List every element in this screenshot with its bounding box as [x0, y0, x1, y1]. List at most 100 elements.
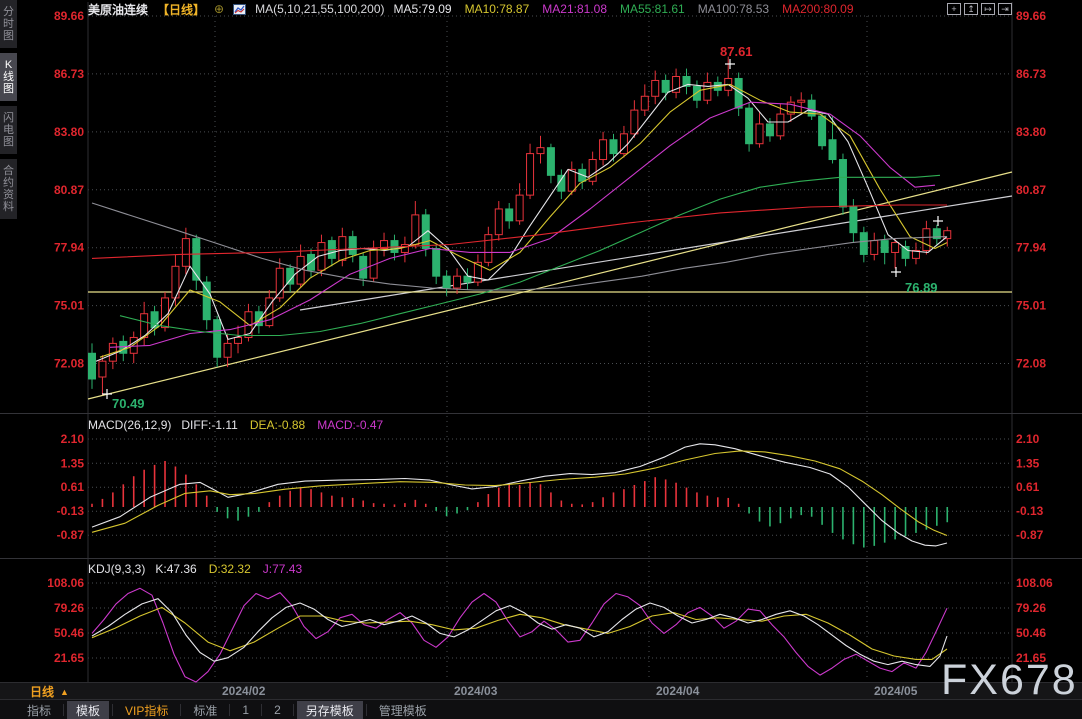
scale-vertical-icon[interactable]: ↥ — [964, 3, 978, 15]
toolbar-separator — [365, 704, 367, 716]
period-label: 【日线】 — [157, 2, 206, 17]
toolbar-item-2[interactable]: 2 — [274, 703, 281, 717]
ma-line-ma21 — [109, 101, 936, 348]
toolbar-item-管理模板[interactable]: 管理模板 — [378, 703, 427, 718]
svg-text:89.66: 89.66 — [54, 9, 84, 23]
indicator-value: MACD:-0.47 — [317, 417, 384, 432]
ma-line-ma55 — [119, 174, 941, 337]
svg-text:50.46: 50.46 — [54, 626, 84, 640]
indicator-value: J:77.43 — [262, 561, 303, 576]
toolbar-separator — [180, 704, 182, 716]
period-selector[interactable]: 日线 ▲ — [30, 684, 69, 699]
svg-text:89.66: 89.66 — [1016, 9, 1046, 23]
svg-text:86.73: 86.73 — [54, 67, 84, 81]
svg-text:50.46: 50.46 — [1016, 626, 1046, 640]
svg-text:0.61: 0.61 — [1016, 480, 1040, 494]
svg-text:79.26: 79.26 — [54, 601, 84, 615]
pan-right-icon[interactable]: ⇥ — [998, 3, 1012, 15]
toolbar-item-标准[interactable]: 标准 — [193, 703, 218, 718]
sidebar-tab-闪电图[interactable]: 闪电图 — [0, 106, 17, 154]
watermark: FX678 — [941, 656, 1078, 704]
chart-header: 美原油连续 【日线】 ⊕ MA(5,10,21,55,100,200) MA5:… — [88, 1, 855, 17]
kdj-axis-labels: 108.06 108.06 79.26 79.26 50.46 50.46 21.65 21.… — [47, 576, 1053, 665]
rising-trendline-white — [299, 195, 1013, 311]
indicator-value: DIFF:-1.11 — [181, 417, 238, 432]
ma-line-ma200 — [91, 204, 947, 259]
candles — [88, 56, 952, 395]
svg-text:75.01: 75.01 — [1016, 299, 1046, 313]
kdj-header: KDJ(9,3,3) K:47.36 D:32.32 J:77.43 — [88, 561, 302, 576]
move-icon[interactable]: + — [947, 3, 961, 15]
toolbar-separator — [112, 704, 114, 716]
svg-text:83.80: 83.80 — [54, 125, 84, 139]
svg-text:108.06: 108.06 — [1016, 576, 1053, 590]
macd-label: MACD(26,12,9) — [88, 417, 172, 432]
macd-header: MACD(26,12,9) DIFF:-1.11 DEA:-0.88 MACD:-0… — [88, 417, 383, 432]
svg-text:86.73: 86.73 — [1016, 67, 1046, 81]
kdj-j-line — [91, 587, 948, 683]
x-axis-row — [0, 682, 1082, 700]
ma-value: MA21:81.08 — [542, 2, 607, 16]
svg-text:80.87: 80.87 — [54, 183, 84, 197]
price-annotations: 87.61 76.89 70.49 — [102, 44, 943, 411]
toolbar-item-另存模板[interactable]: 另存模板 — [296, 700, 363, 719]
svg-text:80.87: 80.87 — [1016, 183, 1046, 197]
toolbar-separator — [292, 704, 294, 716]
sidebar-tab-分时图[interactable]: 分时图 — [0, 0, 17, 48]
ma-value: MA5:79.09 — [393, 2, 452, 16]
toolbar-item-1[interactable]: 1 — [242, 703, 250, 717]
indicator-value: DEA:-0.88 — [249, 417, 306, 432]
panel-frame — [0, 2, 1082, 682]
svg-text:79.26: 79.26 — [1016, 601, 1046, 615]
toolbar-item-模板[interactable]: 模板 — [67, 700, 110, 719]
svg-text:70.49: 70.49 — [112, 396, 145, 411]
indicator-value: D:32.32 — [208, 561, 251, 576]
x-axis-label: 2024/03 — [454, 684, 498, 698]
ma-value: MA55:81.61 — [620, 2, 685, 16]
svg-text:76.89: 76.89 — [905, 280, 938, 295]
x-axis-labels: 2024/02 2024/03 2024/04 2024/05 — [222, 684, 918, 698]
x-axis-label: 2024/04 — [656, 684, 700, 698]
svg-text:1.35: 1.35 — [1016, 456, 1040, 470]
ma-line-ma5 — [95, 83, 948, 362]
ma-line-ma10 — [99, 83, 948, 358]
toolbar-item-VIP指标[interactable]: VIP指标 — [125, 703, 169, 718]
svg-text:21.65: 21.65 — [1016, 651, 1046, 665]
kdj-label: KDJ(9,3,3) — [88, 561, 146, 576]
kdj-values: K:47.36 D:32.32 J:77.43 — [155, 562, 302, 576]
svg-text:77.94: 77.94 — [1016, 241, 1046, 255]
macd-values: DIFF:-1.11 DEA:-0.88 MACD:-0.47 — [181, 418, 383, 432]
svg-text:-0.87: -0.87 — [1016, 528, 1044, 542]
mini-chart-icon — [233, 3, 247, 15]
svg-text:87.61: 87.61 — [720, 44, 753, 59]
ma-line-ma100 — [91, 202, 948, 291]
kdj-k-line — [91, 598, 948, 667]
kdj-d-line — [91, 606, 948, 660]
scale-horizontal-icon[interactable]: ↦ — [981, 3, 995, 15]
sidebar-tab-合约资料[interactable]: 合约资料 — [0, 159, 17, 219]
toolbar-item-指标[interactable]: 指标 — [27, 703, 52, 718]
toolbar-separator — [261, 704, 263, 716]
price-axis-labels: 89.66 89.66 86.73 86.73 83.80 83.80 80.87 80.87… — [54, 9, 1046, 371]
svg-text:2.10: 2.10 — [1016, 432, 1040, 446]
period-selector-label: 日线 — [30, 685, 55, 699]
bottom-toolbar: 指标 模板 VIP指标 标准 1 2 另存模板 管理模板 — [18, 700, 436, 719]
svg-text:-0.13: -0.13 — [1016, 504, 1044, 518]
ma-value: MA100:78.53 — [697, 2, 770, 16]
kdj-lines — [91, 587, 948, 683]
bottom-toolbar-background — [0, 700, 1082, 719]
rising-trendline-yellow — [87, 171, 1013, 400]
macd-dif-line — [91, 443, 948, 547]
toolbar-separator — [229, 704, 231, 716]
svg-text:72.08: 72.08 — [1016, 357, 1046, 371]
macd-lines — [91, 443, 948, 547]
macd-axis-labels: 2.10 2.10 1.35 1.35 0.61 0.61 -0.13 -0.13 -0.87 -… — [57, 432, 1044, 542]
add-indicator-icon[interactable]: ⊕ — [214, 2, 225, 16]
svg-text:21.65: 21.65 — [54, 651, 84, 665]
svg-text:-0.87: -0.87 — [57, 528, 85, 542]
x-axis-label: 2024/05 — [874, 684, 918, 698]
